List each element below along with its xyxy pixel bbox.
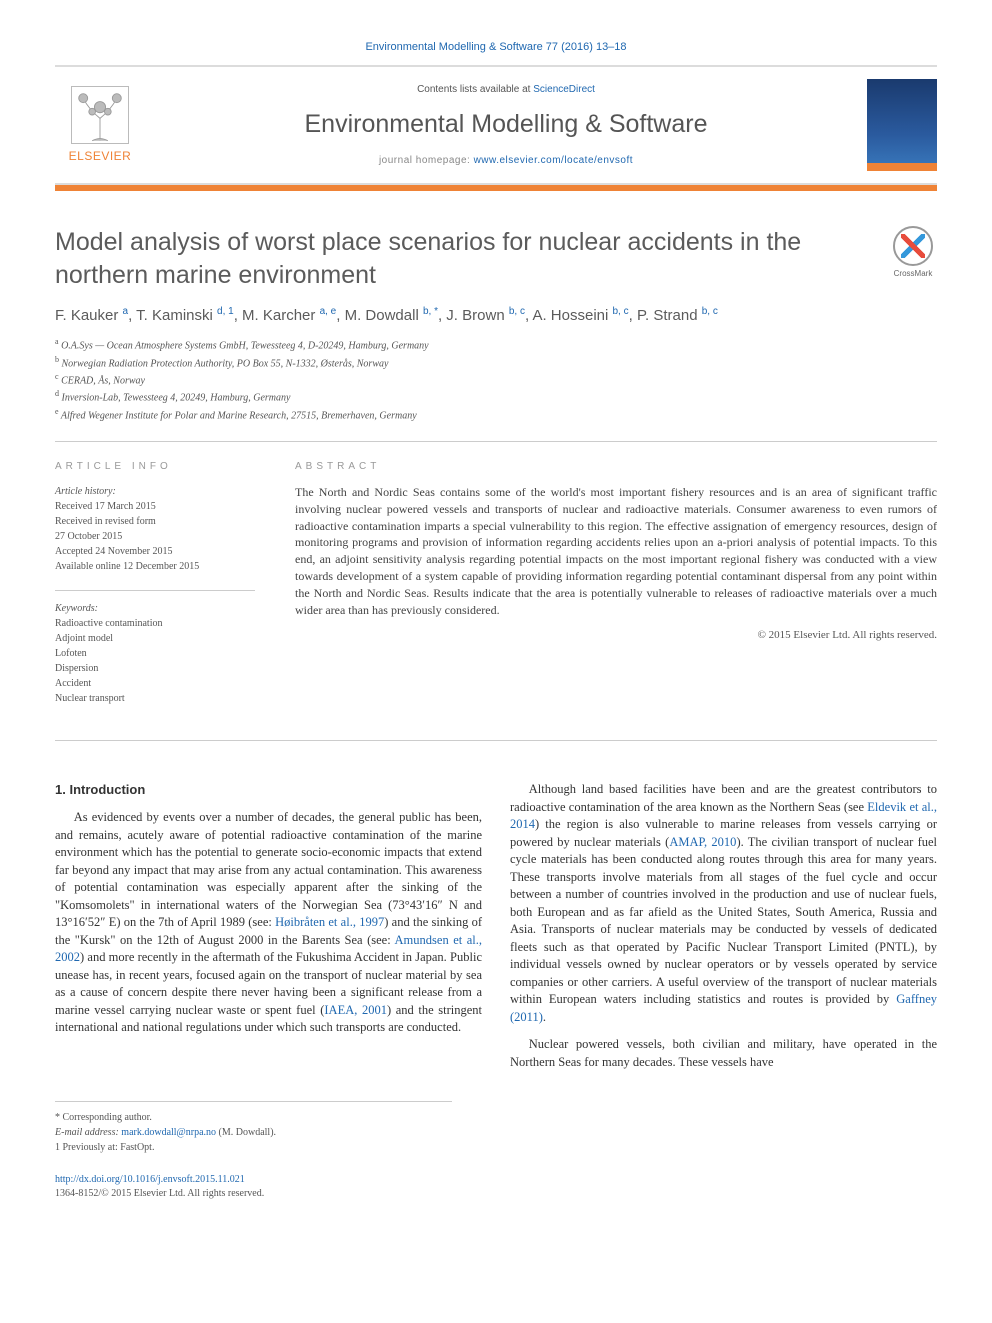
email-person: (M. Dowdall). [216,1127,276,1138]
history-line: Available online 12 December 2015 [55,559,255,574]
doi-link[interactable]: http://dx.doi.org/10.1016/j.envsoft.2015… [55,1174,245,1185]
journal-cover-thumbnail [867,79,937,171]
footer: http://dx.doi.org/10.1016/j.envsoft.2015… [55,1173,937,1201]
history-line: 27 October 2015 [55,529,255,544]
homepage-prefix: journal homepage: [379,155,474,166]
masthead: ELSEVIER Contents lists available at Sci… [55,65,937,185]
divider [55,441,937,442]
affiliation-line: e Alfred Wegener Institute for Polar and… [55,406,937,423]
homepage-line: journal homepage: www.elsevier.com/locat… [145,154,867,168]
divider [55,590,255,591]
body-paragraph: Nuclear powered vessels, both civilian a… [510,1036,937,1071]
article-info-column: ARTICLE INFO Article history: Received 1… [55,460,255,722]
affiliation-line: d Inversion-Lab, Tewessteeg 4, 20249, Ha… [55,388,937,405]
keyword: Accident [55,676,255,691]
body-paragraph: As evidenced by events over a number of … [55,809,482,1037]
footnotes: * Corresponding author. E-mail address: … [55,1101,452,1155]
abstract-text: The North and Nordic Seas contains some … [295,484,937,618]
affiliation-line: b Norwegian Radiation Protection Authori… [55,354,937,371]
contents-line: Contents lists available at ScienceDirec… [145,83,867,97]
sciencedirect-link[interactable]: ScienceDirect [533,84,595,95]
abstract-label: ABSTRACT [295,460,937,474]
issn-copyright: 1364-8152/© 2015 Elsevier Ltd. All right… [55,1187,937,1201]
citation-link[interactable]: IAEA, 2001 [324,1003,387,1017]
article-info-label: ARTICLE INFO [55,460,255,474]
journal-homepage-link[interactable]: www.elsevier.com/locate/envsoft [474,155,633,166]
previous-affiliation-note: 1 Previously at: FastOpt. [55,1140,452,1155]
author-list: F. Kauker a, T. Kaminski d, 1, M. Karche… [55,305,937,326]
article-history: Article history: Received 17 March 2015R… [55,484,255,574]
body-text: 1. Introduction As evidenced by events o… [55,781,937,1071]
publisher-logo: ELSEVIER [55,86,145,165]
history-line: Received in revised form [55,514,255,529]
citation-link[interactable]: AMAP, 2010 [669,835,736,849]
divider [55,740,937,741]
history-line: Received 17 March 2015 [55,499,255,514]
keyword: Radioactive contamination [55,616,255,631]
keyword: Dispersion [55,661,255,676]
contents-prefix: Contents lists available at [417,84,533,95]
article-title: Model analysis of worst place scenarios … [55,226,869,291]
keyword: Adjoint model [55,631,255,646]
publisher-name: ELSEVIER [55,148,145,165]
body-paragraph: Although land based facilities have been… [510,781,937,1026]
affiliations: a O.A.Sys — Ocean Atmosphere Systems Gmb… [55,336,937,423]
elsevier-tree-icon [71,86,129,144]
abstract-copyright: © 2015 Elsevier Ltd. All rights reserved… [295,628,937,643]
keywords-header: Keywords: [55,601,255,616]
citation-link[interactable]: Høibråten et al., 1997 [275,915,384,929]
journal-title: Environmental Modelling & Software [145,107,867,142]
history-line: Accepted 24 November 2015 [55,544,255,559]
crossmark-icon [893,226,933,266]
keyword: Nuclear transport [55,691,255,706]
email-line: E-mail address: mark.dowdall@nrpa.no (M.… [55,1125,452,1140]
section-heading: 1. Introduction [55,781,482,799]
history-header: Article history: [55,484,255,499]
abstract-column: ABSTRACT The North and Nordic Seas conta… [295,460,937,722]
author-email-link[interactable]: mark.dowdall@nrpa.no [121,1127,216,1138]
corresponding-author-note: * Corresponding author. [55,1110,452,1125]
keyword: Lofoten [55,646,255,661]
affiliation-line: c CERAD, Ås, Norway [55,371,937,388]
affiliation-line: a O.A.Sys — Ocean Atmosphere Systems Gmb… [55,336,937,353]
crossmark-badge[interactable]: CrossMark [889,226,937,279]
header-citation: Environmental Modelling & Software 77 (2… [55,40,937,55]
crossmark-label: CrossMark [894,269,933,278]
keywords-block: Keywords: Radioactive contaminationAdjoi… [55,601,255,706]
email-label: E-mail address: [55,1127,121,1138]
